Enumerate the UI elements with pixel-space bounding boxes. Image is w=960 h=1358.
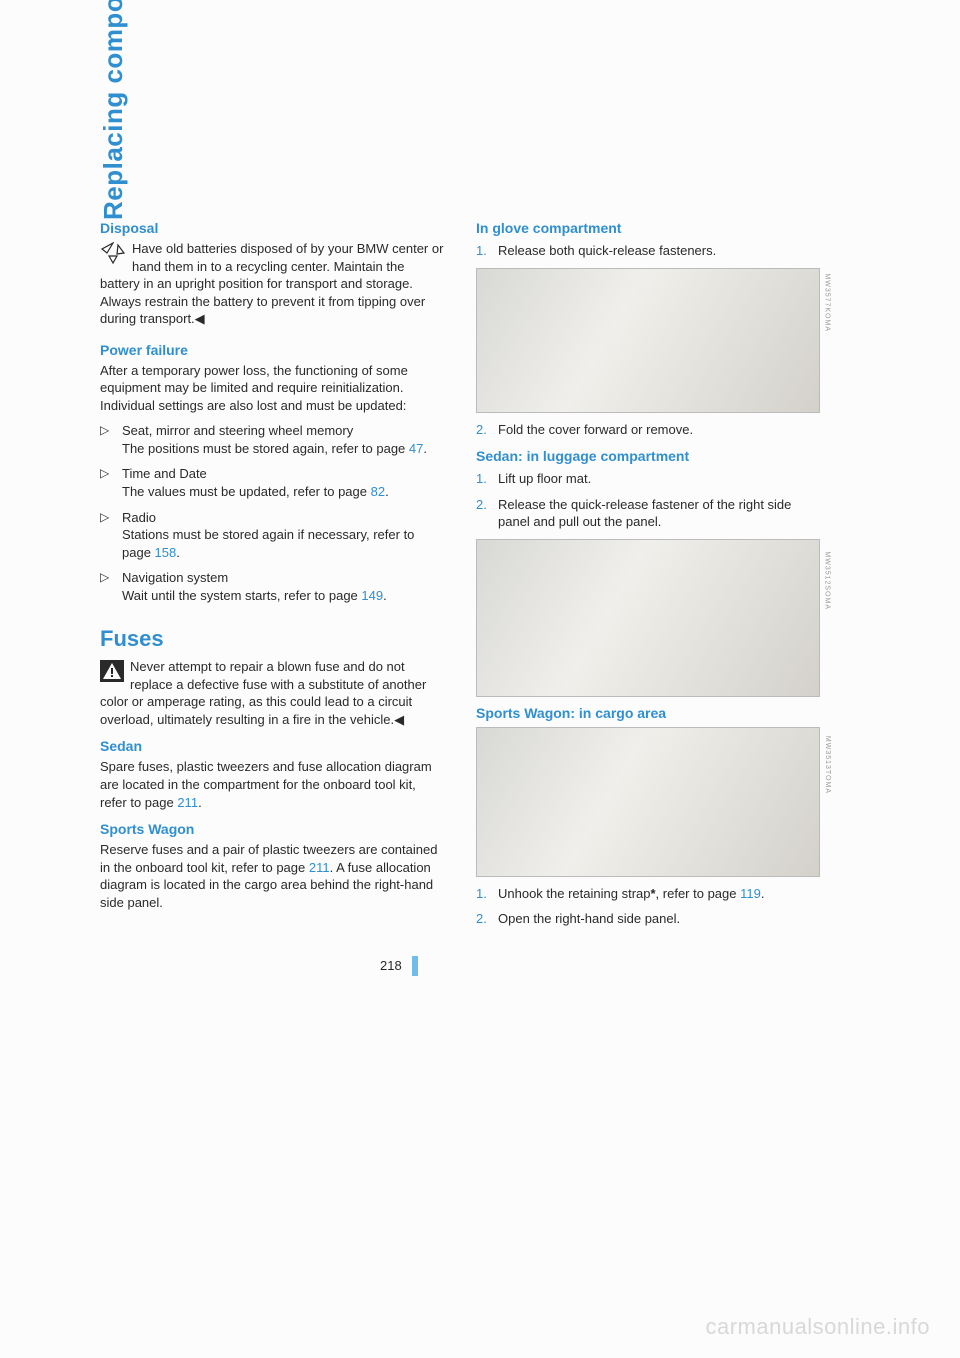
page-content: Disposal Have old batteries disposed of … [100,220,860,936]
punct: . [383,588,387,603]
step-text: Release the quick-release fastener of th… [498,497,791,530]
disposal-text: Have old batteries disposed of by your B… [100,241,443,326]
image-code: MW3577KOMA [824,273,831,332]
end-marker-icon: ◀ [195,311,205,326]
sedan-body: Spare fuses, plastic tweezers and fuse a… [100,758,444,811]
item-text: Wait until the system starts, refer to p… [122,588,361,603]
list-item: Radio Stations must be stored again if n… [100,509,444,562]
list-item: Navigation system Wait until the system … [100,569,444,604]
fuses-warn-text: Never attempt to repair a blown fuse and… [100,659,426,727]
heading-sports-wagon: Sports Wagon [100,821,444,837]
page-ref[interactable]: 211 [177,795,198,810]
page-ref[interactable]: 158 [155,545,177,560]
step-mid: , refer to page [656,886,741,901]
step-number: 2. [476,421,487,439]
heading-luggage: Sedan: in luggage compartment [476,448,820,464]
step-number: 1. [476,885,487,903]
glove-image: MW3577KOMA [476,268,820,413]
recycle-icon [100,242,126,269]
step-number: 2. [476,910,487,928]
punct: . [423,441,427,456]
step-text: Release both quick-release fasteners. [498,243,716,258]
step-number: 1. [476,470,487,488]
page-ref[interactable]: 82 [371,484,385,499]
page-ref[interactable]: 211 [309,860,330,875]
page-footer: 218 [380,956,418,976]
list-item: Time and Date The values must be updated… [100,465,444,500]
heading-power-failure: Power failure [100,342,444,358]
wagon-body: Reserve fuses and a pair of plastic twee… [100,841,444,911]
heading-sedan: Sedan [100,738,444,754]
sedan-post: . [198,795,202,810]
watermark: carmanualsonline.info [705,1314,930,1340]
list-item: 1. Lift up floor mat. [476,470,820,488]
page-ref[interactable]: 47 [409,441,423,456]
right-column: In glove compartment 1. Release both quic… [476,220,820,936]
list-item: 2. Release the quick-release fastener of … [476,496,820,531]
glove-steps-1: 1. Release both quick-release fasteners. [476,242,820,260]
item-text: The positions must be stored again, refe… [122,441,409,456]
sedan-pre: Spare fuses, plastic tweezers and fuse a… [100,759,432,809]
end-marker-icon: ◀ [394,712,404,727]
step-pre: Unhook the retaining strap [498,886,650,901]
power-intro: After a temporary power loss, the functi… [100,362,444,415]
cargo-image: MW3513TOMA [476,727,820,877]
list-item: Seat, mirror and steering wheel memory T… [100,422,444,457]
page-marker-icon [412,956,418,976]
punct: . [385,484,389,499]
disposal-body: Have old batteries disposed of by your B… [100,240,444,328]
step-number: 1. [476,242,487,260]
page-number: 218 [380,958,402,973]
power-list: Seat, mirror and steering wheel memory T… [100,422,444,604]
luggage-steps: 1. Lift up floor mat. 2. Release the quick… [476,470,820,531]
step-text: Open the right-hand side panel. [498,911,680,926]
step-post: . [761,886,765,901]
image-code: MW3513TOMA [824,736,831,794]
item-title: Time and Date [122,466,207,481]
left-column: Disposal Have old batteries disposed of … [100,220,444,936]
glove-steps-2: 2. Fold the cover forward or remove. [476,421,820,439]
image-code: MW3512SOMA [824,551,831,610]
cargo-steps: 1. Unhook the retaining strap*, refer to… [476,885,820,928]
item-title: Seat, mirror and steering wheel memory [122,423,353,438]
heading-glove: In glove compartment [476,220,820,236]
heading-cargo: Sports Wagon: in cargo area [476,705,820,721]
item-title: Navigation system [122,570,228,585]
list-item: 1. Release both quick-release fasteners. [476,242,820,260]
heading-fuses: Fuses [100,626,444,652]
fuses-warning: Never attempt to repair a blown fuse and… [100,658,444,728]
list-item: 2. Fold the cover forward or remove. [476,421,820,439]
item-title: Radio [122,510,156,525]
heading-disposal: Disposal [100,220,444,236]
step-text: Lift up floor mat. [498,471,591,486]
punct: . [176,545,180,560]
item-text: The values must be updated, refer to pag… [122,484,371,499]
step-text: Fold the cover forward or remove. [498,422,693,437]
list-item: 1. Unhook the retaining strap*, refer to… [476,885,820,903]
list-item: 2. Open the right-hand side panel. [476,910,820,928]
step-number: 2. [476,496,487,514]
section-tab: Replacing components [98,0,129,220]
warning-icon [100,660,124,687]
page-ref[interactable]: 149 [361,588,383,603]
luggage-image: MW3512SOMA [476,539,820,697]
page-ref[interactable]: 119 [740,886,761,901]
